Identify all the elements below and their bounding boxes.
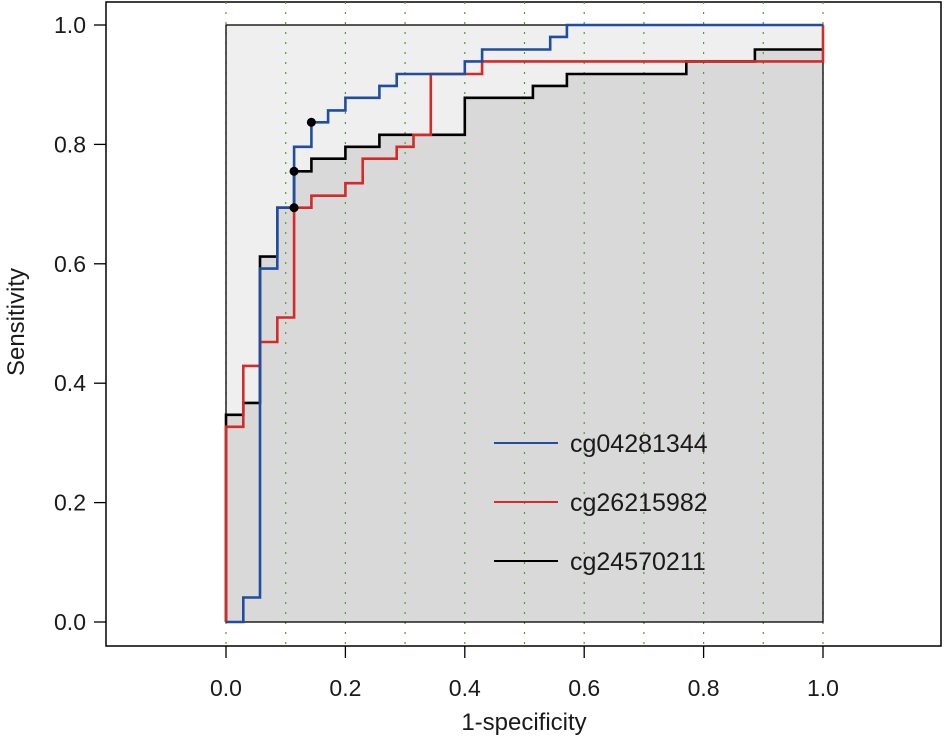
y-tick-label: 0.0 <box>54 609 86 635</box>
cutoff-point-cg04281344 <box>306 117 316 127</box>
y-axis-title: Sensitivity <box>3 268 30 376</box>
cutoff-point-cg26215982 <box>289 203 299 213</box>
y-tick-label: 0.8 <box>54 131 86 157</box>
x-axis: 0.0 0.2 0.4 0.6 0.8 1.0 <box>210 675 839 701</box>
cutoff-markers <box>289 117 316 213</box>
y-tick-label: 0.6 <box>54 251 86 277</box>
lower-shaded-region <box>226 49 823 622</box>
x-tick-label: 1.0 <box>807 675 839 701</box>
x-axis-title: 1-specificity <box>461 709 586 736</box>
legend-label: cg24570211 <box>570 548 706 576</box>
y-axis: 0.0 0.2 0.4 0.6 0.8 1.0 <box>54 12 86 635</box>
series-layer <box>224 23 825 624</box>
cutoff-point-cg24570211 <box>289 166 299 176</box>
legend: cg04281344 cg26215982 cg24570211 <box>494 430 708 576</box>
y-tick-label: 0.2 <box>54 490 86 516</box>
x-tick-marks <box>225 646 824 658</box>
legend-label: cg26215982 <box>570 489 708 517</box>
y-tick-label: 0.4 <box>54 370 86 396</box>
legend-label: cg04281344 <box>570 430 708 458</box>
x-tick-label: 0.8 <box>688 675 720 701</box>
series-line-cg04281344 <box>226 23 823 624</box>
y-tick-marks <box>94 24 106 623</box>
x-tick-label: 0.4 <box>449 675 481 701</box>
y-tick-label: 1.0 <box>54 12 86 38</box>
x-tick-label: 0.6 <box>568 675 600 701</box>
unit-square-border <box>225 24 824 623</box>
x-tick-label: 0.0 <box>210 675 242 701</box>
x-tick-label: 0.2 <box>329 675 361 701</box>
